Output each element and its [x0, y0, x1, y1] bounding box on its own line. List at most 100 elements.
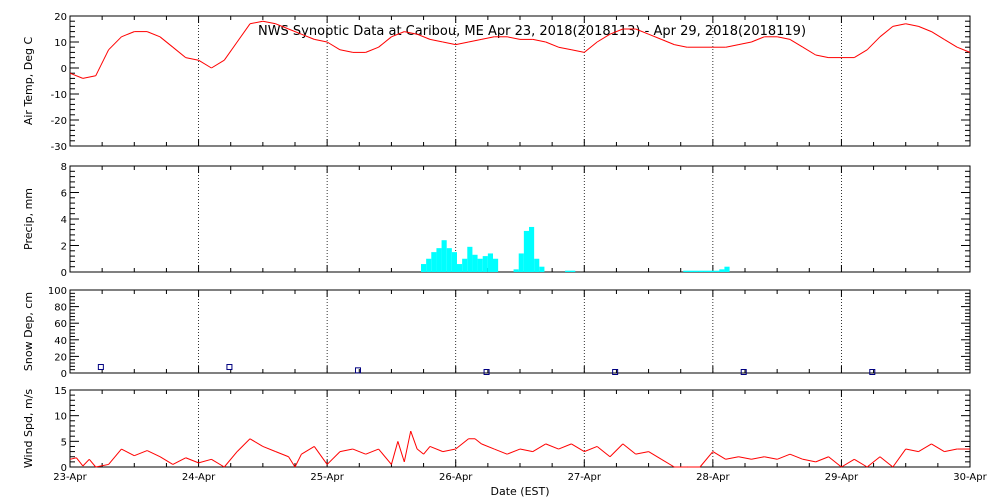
- series-line-segment: [339, 49, 353, 53]
- series-line-segment: [725, 456, 739, 460]
- series-line-segment: [146, 450, 161, 458]
- precip-bar: [431, 252, 437, 272]
- series-line-segment: [172, 457, 186, 465]
- series-line-segment: [892, 448, 907, 468]
- precip-bar: [457, 264, 463, 272]
- series-line-segment: [648, 33, 662, 40]
- precip-bar: [539, 266, 545, 272]
- y-tick-label: 0: [61, 64, 67, 75]
- series-line-segment: [545, 443, 559, 450]
- series-line-segment: [339, 448, 353, 453]
- precip-bar: [688, 270, 694, 272]
- x-tick-label: 30-Apr: [953, 472, 987, 483]
- precip-bar: [451, 252, 457, 272]
- series-line-segment: [378, 448, 392, 465]
- series-line-segment: [416, 448, 424, 455]
- series-line-segment: [571, 443, 585, 453]
- series-line-segment: [905, 23, 919, 27]
- y-tick-label: 80: [54, 303, 67, 314]
- series-line-segment: [918, 443, 932, 453]
- series-line-segment: [416, 33, 431, 40]
- precip-bar: [467, 246, 473, 272]
- series-line-segment: [519, 448, 533, 453]
- snow-depth-point: [97, 364, 104, 371]
- series-line-segment: [390, 441, 399, 465]
- precip-bar: [719, 269, 725, 272]
- series-line-segment: [288, 28, 302, 35]
- series-line-segment: [391, 31, 405, 38]
- series-line-segment: [275, 23, 289, 30]
- series-line-segment: [661, 458, 675, 468]
- series-line-segment: [121, 448, 135, 457]
- series-line-segment: [635, 28, 649, 35]
- series-line-segment: [802, 46, 816, 56]
- series-line-segment: [609, 28, 624, 35]
- series-line-segment: [571, 49, 585, 53]
- series-line-segment: [712, 451, 726, 460]
- series-line-segment: [596, 446, 611, 458]
- series-line-segment: [146, 31, 161, 38]
- series-line-segment: [648, 451, 662, 460]
- y-tick-label: 10: [54, 38, 67, 49]
- series-line-segment: [326, 41, 341, 51]
- series-line-segment: [159, 36, 174, 48]
- x-tick-label: 28-Apr: [696, 472, 730, 483]
- series-line-segment: [352, 448, 366, 455]
- series-line-segment: [82, 75, 96, 79]
- precip-bar: [724, 266, 730, 272]
- series-line-segment: [481, 36, 495, 40]
- precip-bar: [518, 253, 524, 272]
- precip-bar: [714, 270, 720, 272]
- series-line-segment: [474, 438, 482, 445]
- series-line-segment: [455, 41, 469, 46]
- series-line-segment: [442, 448, 456, 453]
- series-line-segment: [314, 38, 328, 43]
- series-line-segment: [931, 443, 945, 453]
- y-axis-label: Snow Dep, cm: [22, 292, 35, 371]
- series-line-segment: [223, 451, 238, 468]
- series-line-segment: [121, 31, 135, 38]
- series-line-segment: [583, 41, 598, 53]
- series-line-segment: [108, 448, 122, 465]
- snow-depth-point: [226, 364, 233, 371]
- series-line-segment: [185, 457, 199, 464]
- series-line-segment: [879, 456, 894, 468]
- precip-bar: [570, 270, 576, 272]
- y-tick-label: 0: [61, 463, 67, 474]
- series-line-segment: [841, 458, 855, 468]
- precip-bar: [703, 270, 709, 272]
- series-line-segment: [507, 36, 521, 40]
- series-line-segment: [584, 446, 598, 453]
- y-tick-label: 20: [54, 12, 67, 23]
- series-line-segment: [751, 36, 765, 43]
- y-tick-label: 5: [61, 437, 67, 448]
- y-tick-label: 10: [54, 412, 67, 423]
- series-line-segment: [410, 430, 418, 450]
- series-line-segment: [558, 443, 572, 450]
- series-line-segment: [294, 453, 302, 468]
- series-line-segment: [751, 456, 765, 460]
- precip-bar: [477, 258, 483, 272]
- series-line-segment: [738, 456, 752, 460]
- series-line-segment: [494, 448, 508, 455]
- y-tick-label: 0: [61, 268, 67, 279]
- precip-bar: [693, 270, 699, 272]
- series-line-segment: [88, 458, 97, 468]
- series-line-segment: [159, 456, 174, 465]
- precip-bar: [565, 270, 571, 272]
- precip-bar: [513, 269, 519, 272]
- series-line-segment: [777, 36, 791, 40]
- y-tick-label: -20: [51, 116, 67, 127]
- series-line-segment: [429, 446, 444, 453]
- series-line-segment: [532, 38, 546, 43]
- series-line-segment: [879, 26, 894, 38]
- series-line-segment: [815, 456, 829, 463]
- series-line-segment: [931, 31, 945, 40]
- series-line-segment: [69, 457, 77, 460]
- series-line-segment: [596, 33, 611, 43]
- series-line-segment: [211, 59, 225, 69]
- series-line-segment: [249, 20, 263, 25]
- series-line-segment: [301, 446, 315, 455]
